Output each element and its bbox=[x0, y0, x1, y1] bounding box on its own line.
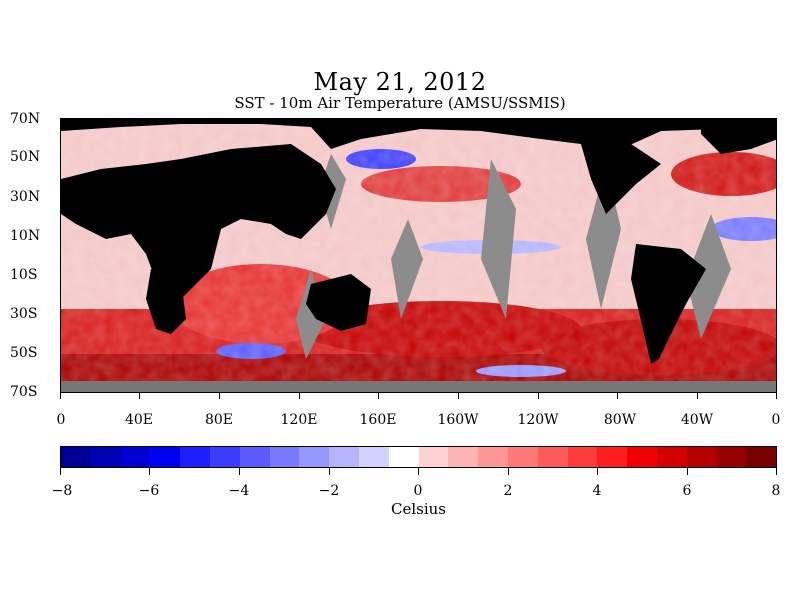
lon-tick bbox=[617, 393, 618, 399]
lat-label-50s: 50S bbox=[10, 345, 38, 361]
colorbar-tick bbox=[508, 468, 509, 475]
colorbar-segment bbox=[388, 447, 419, 467]
colorbar-segment bbox=[150, 447, 181, 467]
arctic-land bbox=[61, 119, 776, 149]
colorbar-segment bbox=[61, 447, 91, 467]
lon-tick bbox=[538, 393, 539, 399]
south-america-land bbox=[631, 244, 706, 364]
colorbar-label-8: 8 bbox=[771, 483, 781, 499]
lon-label-40w: 40W bbox=[680, 412, 714, 428]
colorbar-segment bbox=[448, 447, 479, 467]
sst-difference-map bbox=[60, 118, 777, 393]
color-scale-bar bbox=[60, 446, 777, 468]
colorbar-label-4: 4 bbox=[592, 483, 602, 499]
colorbar-segment bbox=[656, 447, 687, 467]
eurasia-africa-landmass bbox=[61, 144, 336, 309]
colorbar-segment bbox=[299, 447, 330, 467]
lon-label-40e: 40E bbox=[124, 412, 154, 428]
colorbar-segment bbox=[90, 447, 121, 467]
missing-data-swath bbox=[686, 214, 731, 339]
lat-label-10s: 10S bbox=[10, 267, 38, 283]
colorbar-unit-label: Celsius bbox=[390, 500, 446, 518]
colorbar-segment bbox=[358, 447, 389, 467]
colorbar-segment bbox=[239, 447, 270, 467]
australia-land bbox=[306, 274, 371, 331]
lon-label-160e: 160E bbox=[359, 412, 397, 428]
lat-label-30s: 30S bbox=[10, 306, 38, 322]
colorbar-tick bbox=[60, 468, 61, 475]
lon-label-160w: 160W bbox=[437, 412, 479, 428]
map-canvas bbox=[61, 119, 776, 392]
north-america-land bbox=[581, 144, 661, 214]
colorbar-tick bbox=[418, 468, 419, 475]
lon-tick bbox=[60, 393, 61, 399]
colorbar-label-2: 2 bbox=[503, 483, 513, 499]
lon-tick bbox=[139, 393, 140, 399]
lon-label-120w: 120W bbox=[517, 412, 559, 428]
map-title: May 21, 2012 bbox=[313, 68, 487, 96]
lon-tick bbox=[697, 393, 698, 399]
antarctica-edge bbox=[61, 381, 776, 392]
colorbar-segment bbox=[269, 447, 300, 467]
colorbar-segment bbox=[478, 447, 508, 467]
colorbar-segment bbox=[627, 447, 657, 467]
colorbar-segment bbox=[418, 447, 449, 467]
southern-africa-land bbox=[146, 269, 186, 334]
colorbar-segment bbox=[597, 447, 628, 467]
lon-tick bbox=[776, 393, 777, 399]
colorbar-tick bbox=[149, 468, 150, 475]
colorbar-tick bbox=[776, 468, 777, 475]
colorbar-segment bbox=[329, 447, 359, 467]
colorbar-tick bbox=[239, 468, 240, 475]
colorbar-label-neg2: −2 bbox=[318, 483, 340, 499]
colorbar-tick bbox=[329, 468, 330, 475]
lon-label-80w: 80W bbox=[603, 412, 637, 428]
lon-label-120e: 120E bbox=[280, 412, 318, 428]
colorbar-segment bbox=[716, 447, 747, 467]
colorbar-label-neg6: −6 bbox=[138, 483, 160, 499]
lon-tick bbox=[299, 393, 300, 399]
lat-label-70n: 70N bbox=[10, 111, 41, 127]
lat-label-10n: 10N bbox=[10, 228, 41, 244]
greenland-land bbox=[701, 119, 776, 154]
colorbar-segment bbox=[686, 447, 717, 467]
colorbar-tick bbox=[597, 468, 598, 475]
lon-tick bbox=[219, 393, 220, 399]
colorbar-segment bbox=[209, 447, 240, 467]
missing-data-swath bbox=[296, 269, 326, 359]
colorbar-segment bbox=[567, 447, 598, 467]
lon-tick bbox=[378, 393, 379, 399]
lat-label-30n: 30N bbox=[10, 189, 41, 205]
missing-data-swath bbox=[481, 159, 516, 319]
lon-tick bbox=[458, 393, 459, 399]
lon-label-0-east: 0 bbox=[771, 412, 781, 428]
lon-label-0: 0 bbox=[56, 412, 66, 428]
lat-label-70s: 70S bbox=[10, 384, 38, 400]
colorbar-segment bbox=[537, 447, 568, 467]
missing-data-swath bbox=[391, 219, 423, 319]
map-subtitle: SST - 10m Air Temperature (AMSU/SSMIS) bbox=[234, 94, 566, 112]
colorbar-segment bbox=[180, 447, 210, 467]
colorbar-segment bbox=[507, 447, 538, 467]
antarctic-missing-band bbox=[61, 381, 776, 392]
colorbar-label-0: 0 bbox=[413, 483, 423, 499]
colorbar-segment bbox=[120, 447, 151, 467]
colorbar-tick bbox=[687, 468, 688, 475]
colorbar-label-6: 6 bbox=[682, 483, 692, 499]
lat-label-50n: 50N bbox=[10, 149, 41, 165]
colorbar-label-neg4: −4 bbox=[228, 483, 250, 499]
colorbar-label-neg8: −8 bbox=[51, 483, 73, 499]
lon-label-80e: 80E bbox=[204, 412, 234, 428]
colorbar-segment bbox=[746, 447, 777, 467]
